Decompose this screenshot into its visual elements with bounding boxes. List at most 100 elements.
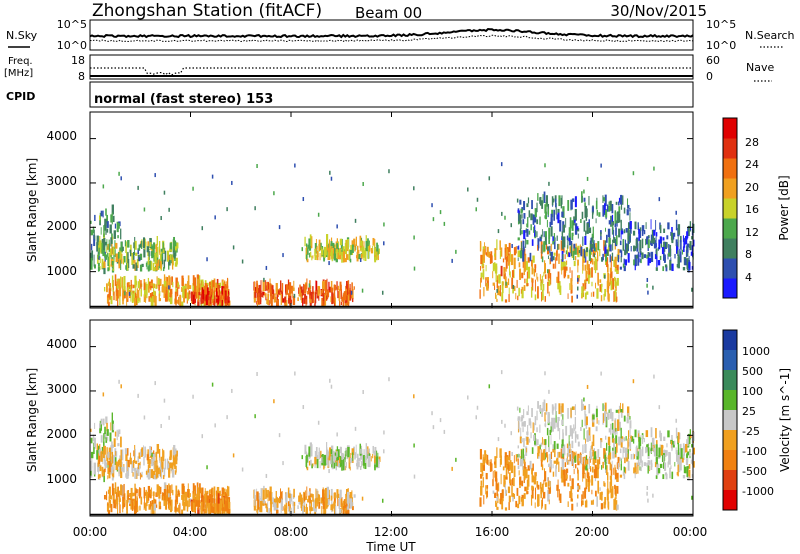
power-cell bbox=[569, 235, 571, 246]
velocity-cell bbox=[611, 422, 614, 430]
velocity-cell bbox=[610, 479, 613, 486]
power-cell-isolated bbox=[293, 293, 296, 298]
velocity-ylabel: Slant Range [km] bbox=[25, 368, 39, 472]
velocity-cell bbox=[492, 479, 494, 487]
power-cell bbox=[686, 245, 689, 253]
velocity-cell bbox=[677, 432, 680, 443]
power-cell bbox=[360, 240, 363, 246]
velocity-cell bbox=[110, 445, 113, 455]
velocity-cell bbox=[679, 448, 681, 458]
velocity-cell bbox=[192, 490, 195, 500]
velocity-cell bbox=[587, 482, 590, 492]
power-cell bbox=[626, 198, 629, 209]
xtick-1600: 16:00 bbox=[475, 525, 510, 539]
power-cell bbox=[584, 279, 586, 291]
velocity-cell bbox=[526, 411, 529, 416]
power-cell bbox=[608, 201, 610, 205]
velocity-cell bbox=[320, 497, 323, 504]
velocity-cell bbox=[531, 469, 534, 480]
power-cell-isolated bbox=[151, 244, 153, 249]
power-cell bbox=[320, 289, 323, 296]
power-cell bbox=[548, 239, 551, 245]
velocity-cbar-tick-minus25: -25 bbox=[742, 425, 760, 438]
velocity-cell bbox=[580, 454, 582, 465]
power-cell-isolated bbox=[383, 241, 385, 246]
power-cell bbox=[129, 285, 131, 289]
power-cell bbox=[588, 249, 591, 262]
power-cell bbox=[598, 212, 601, 217]
velocity-cell bbox=[274, 503, 277, 511]
velocity-cell bbox=[187, 489, 189, 498]
velocity-cell-isolated bbox=[328, 469, 330, 474]
velocity-cell-isolated bbox=[120, 384, 122, 389]
power-cell bbox=[93, 254, 95, 267]
velocity-cell bbox=[133, 467, 136, 471]
power-cell bbox=[337, 285, 340, 291]
power-cell bbox=[597, 251, 599, 261]
power-cell bbox=[542, 194, 544, 204]
power-cell bbox=[353, 238, 356, 248]
velocity-cell bbox=[508, 450, 511, 461]
power-cell bbox=[111, 261, 114, 266]
power-cell bbox=[154, 290, 156, 297]
velocity-cell bbox=[271, 493, 273, 502]
power-cell bbox=[480, 275, 482, 283]
velocity-cell-isolated bbox=[443, 429, 446, 434]
velocity-cell bbox=[330, 488, 333, 500]
velocity-cell bbox=[551, 417, 554, 426]
power-cell bbox=[137, 297, 139, 304]
velocity-cell bbox=[276, 509, 279, 514]
velocity-cell bbox=[655, 440, 658, 445]
power-cell bbox=[171, 261, 174, 270]
power-cell bbox=[195, 291, 198, 299]
power-cell bbox=[98, 240, 101, 253]
velocity-cell bbox=[338, 497, 340, 509]
velocity-cell bbox=[288, 493, 291, 499]
velocity-cell bbox=[146, 491, 149, 503]
velocity-cell bbox=[581, 419, 583, 428]
power-cell-isolated bbox=[594, 247, 597, 252]
velocity-cell bbox=[630, 435, 632, 441]
velocity-cell bbox=[112, 469, 115, 478]
velocity-cell bbox=[576, 436, 579, 440]
velocity-cell bbox=[339, 446, 342, 454]
velocity-cell bbox=[173, 460, 176, 467]
velocity-cell-isolated bbox=[124, 499, 126, 504]
velocity-cell bbox=[593, 451, 596, 460]
power-cell bbox=[599, 249, 601, 257]
power-cell bbox=[574, 219, 576, 223]
power-cell bbox=[168, 275, 171, 286]
power-cell bbox=[290, 285, 293, 294]
power-cell bbox=[603, 240, 605, 251]
power-cell bbox=[130, 244, 132, 255]
power-cell bbox=[612, 239, 614, 243]
velocity-cell bbox=[518, 495, 521, 505]
velocity-cell bbox=[515, 454, 518, 462]
power-cell bbox=[539, 216, 541, 225]
power-cell bbox=[647, 235, 650, 239]
power-cell bbox=[223, 282, 226, 286]
power-cell bbox=[208, 285, 210, 292]
velocity-cell bbox=[90, 437, 93, 444]
power-cbar-tick-28: 28 bbox=[745, 136, 759, 149]
velocity-cell bbox=[592, 434, 595, 447]
velocity-cell bbox=[590, 468, 592, 472]
velocity-cell bbox=[143, 490, 146, 498]
power-cell bbox=[109, 292, 111, 300]
power-cell bbox=[332, 242, 335, 248]
power-cell bbox=[544, 231, 547, 237]
power-cell bbox=[619, 266, 622, 270]
frequency-strip-frame bbox=[89, 54, 694, 80]
velocity-cell bbox=[480, 473, 483, 479]
power-cell bbox=[502, 281, 504, 286]
velocity-cell bbox=[634, 429, 637, 438]
power-cell bbox=[482, 269, 485, 280]
power-cell bbox=[103, 238, 105, 251]
power-cell bbox=[336, 243, 339, 249]
velocity-cell bbox=[549, 465, 552, 472]
velocity-cell bbox=[683, 465, 685, 474]
velocity-cell bbox=[174, 448, 177, 458]
velocity-cell bbox=[153, 503, 157, 511]
power-cell bbox=[589, 240, 592, 251]
velocity-cell bbox=[568, 460, 570, 466]
